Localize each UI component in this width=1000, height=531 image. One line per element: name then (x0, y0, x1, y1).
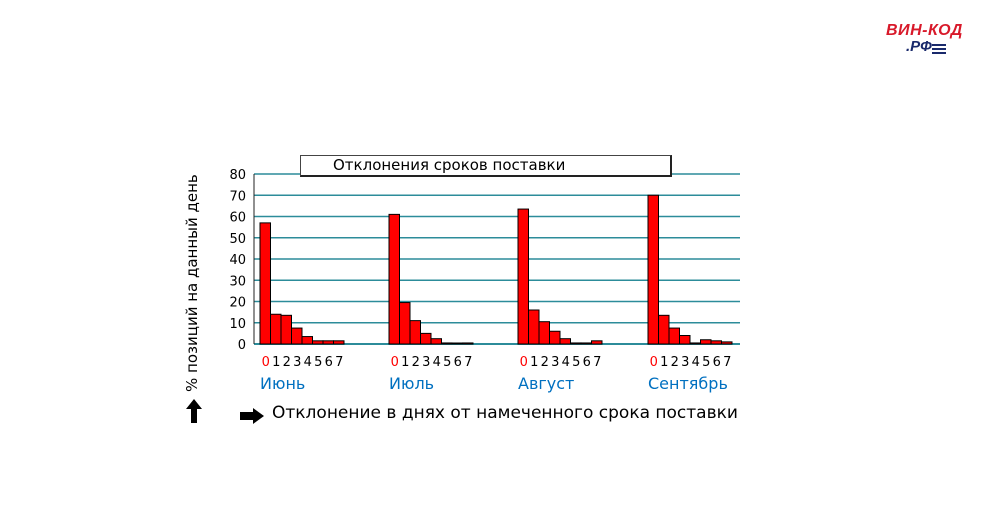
y-tick-label: 20 (229, 296, 246, 311)
bar (710, 340, 722, 345)
right-arrow-icon (240, 408, 264, 424)
chart-title-box: Отклонения сроков поставки (300, 155, 672, 177)
bar (580, 342, 592, 345)
y-tick-label: 80 (229, 168, 246, 183)
bar (528, 309, 540, 345)
bar (700, 339, 712, 345)
group-label: Июль (389, 374, 434, 393)
logo-stripes-icon (932, 44, 946, 56)
y-tick-label: 40 (229, 253, 246, 268)
x-tick-label: 1 (660, 355, 668, 370)
bar (570, 342, 582, 345)
x-tick-label: 7 (464, 355, 472, 370)
bar (517, 208, 529, 345)
x-tick-label: 7 (723, 355, 731, 370)
bar (549, 330, 561, 345)
bar (679, 335, 691, 345)
x-tick-label: 7 (335, 355, 343, 370)
logo-line2: .РФ (906, 38, 932, 55)
bar (658, 314, 670, 345)
x-tick-label: 1 (530, 355, 538, 370)
bar (280, 314, 292, 345)
x-tick-label: 4 (433, 355, 441, 370)
y-tick-label: 70 (229, 189, 246, 204)
vin-kod-logo: ВИН-КОД .РФ (880, 22, 972, 56)
y-tick-label: 0 (238, 338, 246, 353)
x-tick-label: 6 (325, 355, 333, 370)
bar (301, 336, 313, 345)
x-tick-label: 0 (262, 355, 270, 370)
bar (420, 332, 432, 345)
group-label: Июнь (260, 374, 305, 393)
y-tick-label: 10 (229, 317, 246, 332)
x-tick-label: 1 (401, 355, 409, 370)
bar (430, 338, 442, 345)
bar (559, 338, 571, 345)
x-tick-label: 5 (572, 355, 580, 370)
x-tick-label: 4 (562, 355, 570, 370)
chart-title: Отклонения сроков поставки (333, 156, 566, 174)
x-tick-label: 0 (520, 355, 528, 370)
x-tick-label: 5 (702, 355, 710, 370)
x-tick-label: 3 (681, 355, 689, 370)
x-tick-label: 4 (692, 355, 700, 370)
y-tick-label: 50 (229, 232, 246, 247)
bar (689, 342, 701, 345)
x-tick-label: 3 (422, 355, 430, 370)
bar (591, 340, 603, 345)
up-arrow-icon (186, 399, 202, 423)
bar (259, 222, 271, 345)
y-tick-label: 30 (229, 274, 246, 289)
bar (462, 342, 474, 345)
bar (668, 327, 680, 345)
x-tick-label: 1 (272, 355, 280, 370)
x-tick-label: 5 (314, 355, 322, 370)
x-tick-label: 6 (454, 355, 462, 370)
bar (399, 302, 411, 345)
bar (538, 321, 550, 345)
x-tick-label: 6 (713, 355, 721, 370)
group-label: Август (518, 374, 574, 393)
x-tick-label: 0 (650, 355, 658, 370)
bar (388, 213, 400, 345)
bar (441, 342, 453, 345)
bar (647, 194, 659, 345)
bar (721, 341, 733, 345)
x-tick-label: 2 (671, 355, 679, 370)
y-tick-label: 60 (229, 211, 246, 226)
bar (322, 340, 334, 345)
x-tick-label: 3 (293, 355, 301, 370)
group-label: Сентябрь (648, 374, 728, 393)
bar (409, 320, 421, 345)
x-tick-label: 2 (541, 355, 549, 370)
bar (312, 340, 324, 345)
x-tick-label: 6 (583, 355, 591, 370)
bar (333, 340, 345, 345)
y-axis-label: % позиций на данный день (183, 174, 201, 392)
bar (291, 327, 303, 345)
x-tick-label: 7 (593, 355, 601, 370)
x-tick-label: 4 (304, 355, 312, 370)
x-tick-label: 3 (551, 355, 559, 370)
logo-line1: ВИН-КОД (886, 22, 963, 39)
x-axis-label: Отклонение в днях от намеченного срока п… (272, 403, 738, 423)
x-tick-label: 5 (443, 355, 451, 370)
x-tick-label: 2 (283, 355, 291, 370)
bar (270, 313, 282, 345)
bar (451, 342, 463, 345)
x-tick-label: 0 (391, 355, 399, 370)
x-tick-label: 2 (412, 355, 420, 370)
